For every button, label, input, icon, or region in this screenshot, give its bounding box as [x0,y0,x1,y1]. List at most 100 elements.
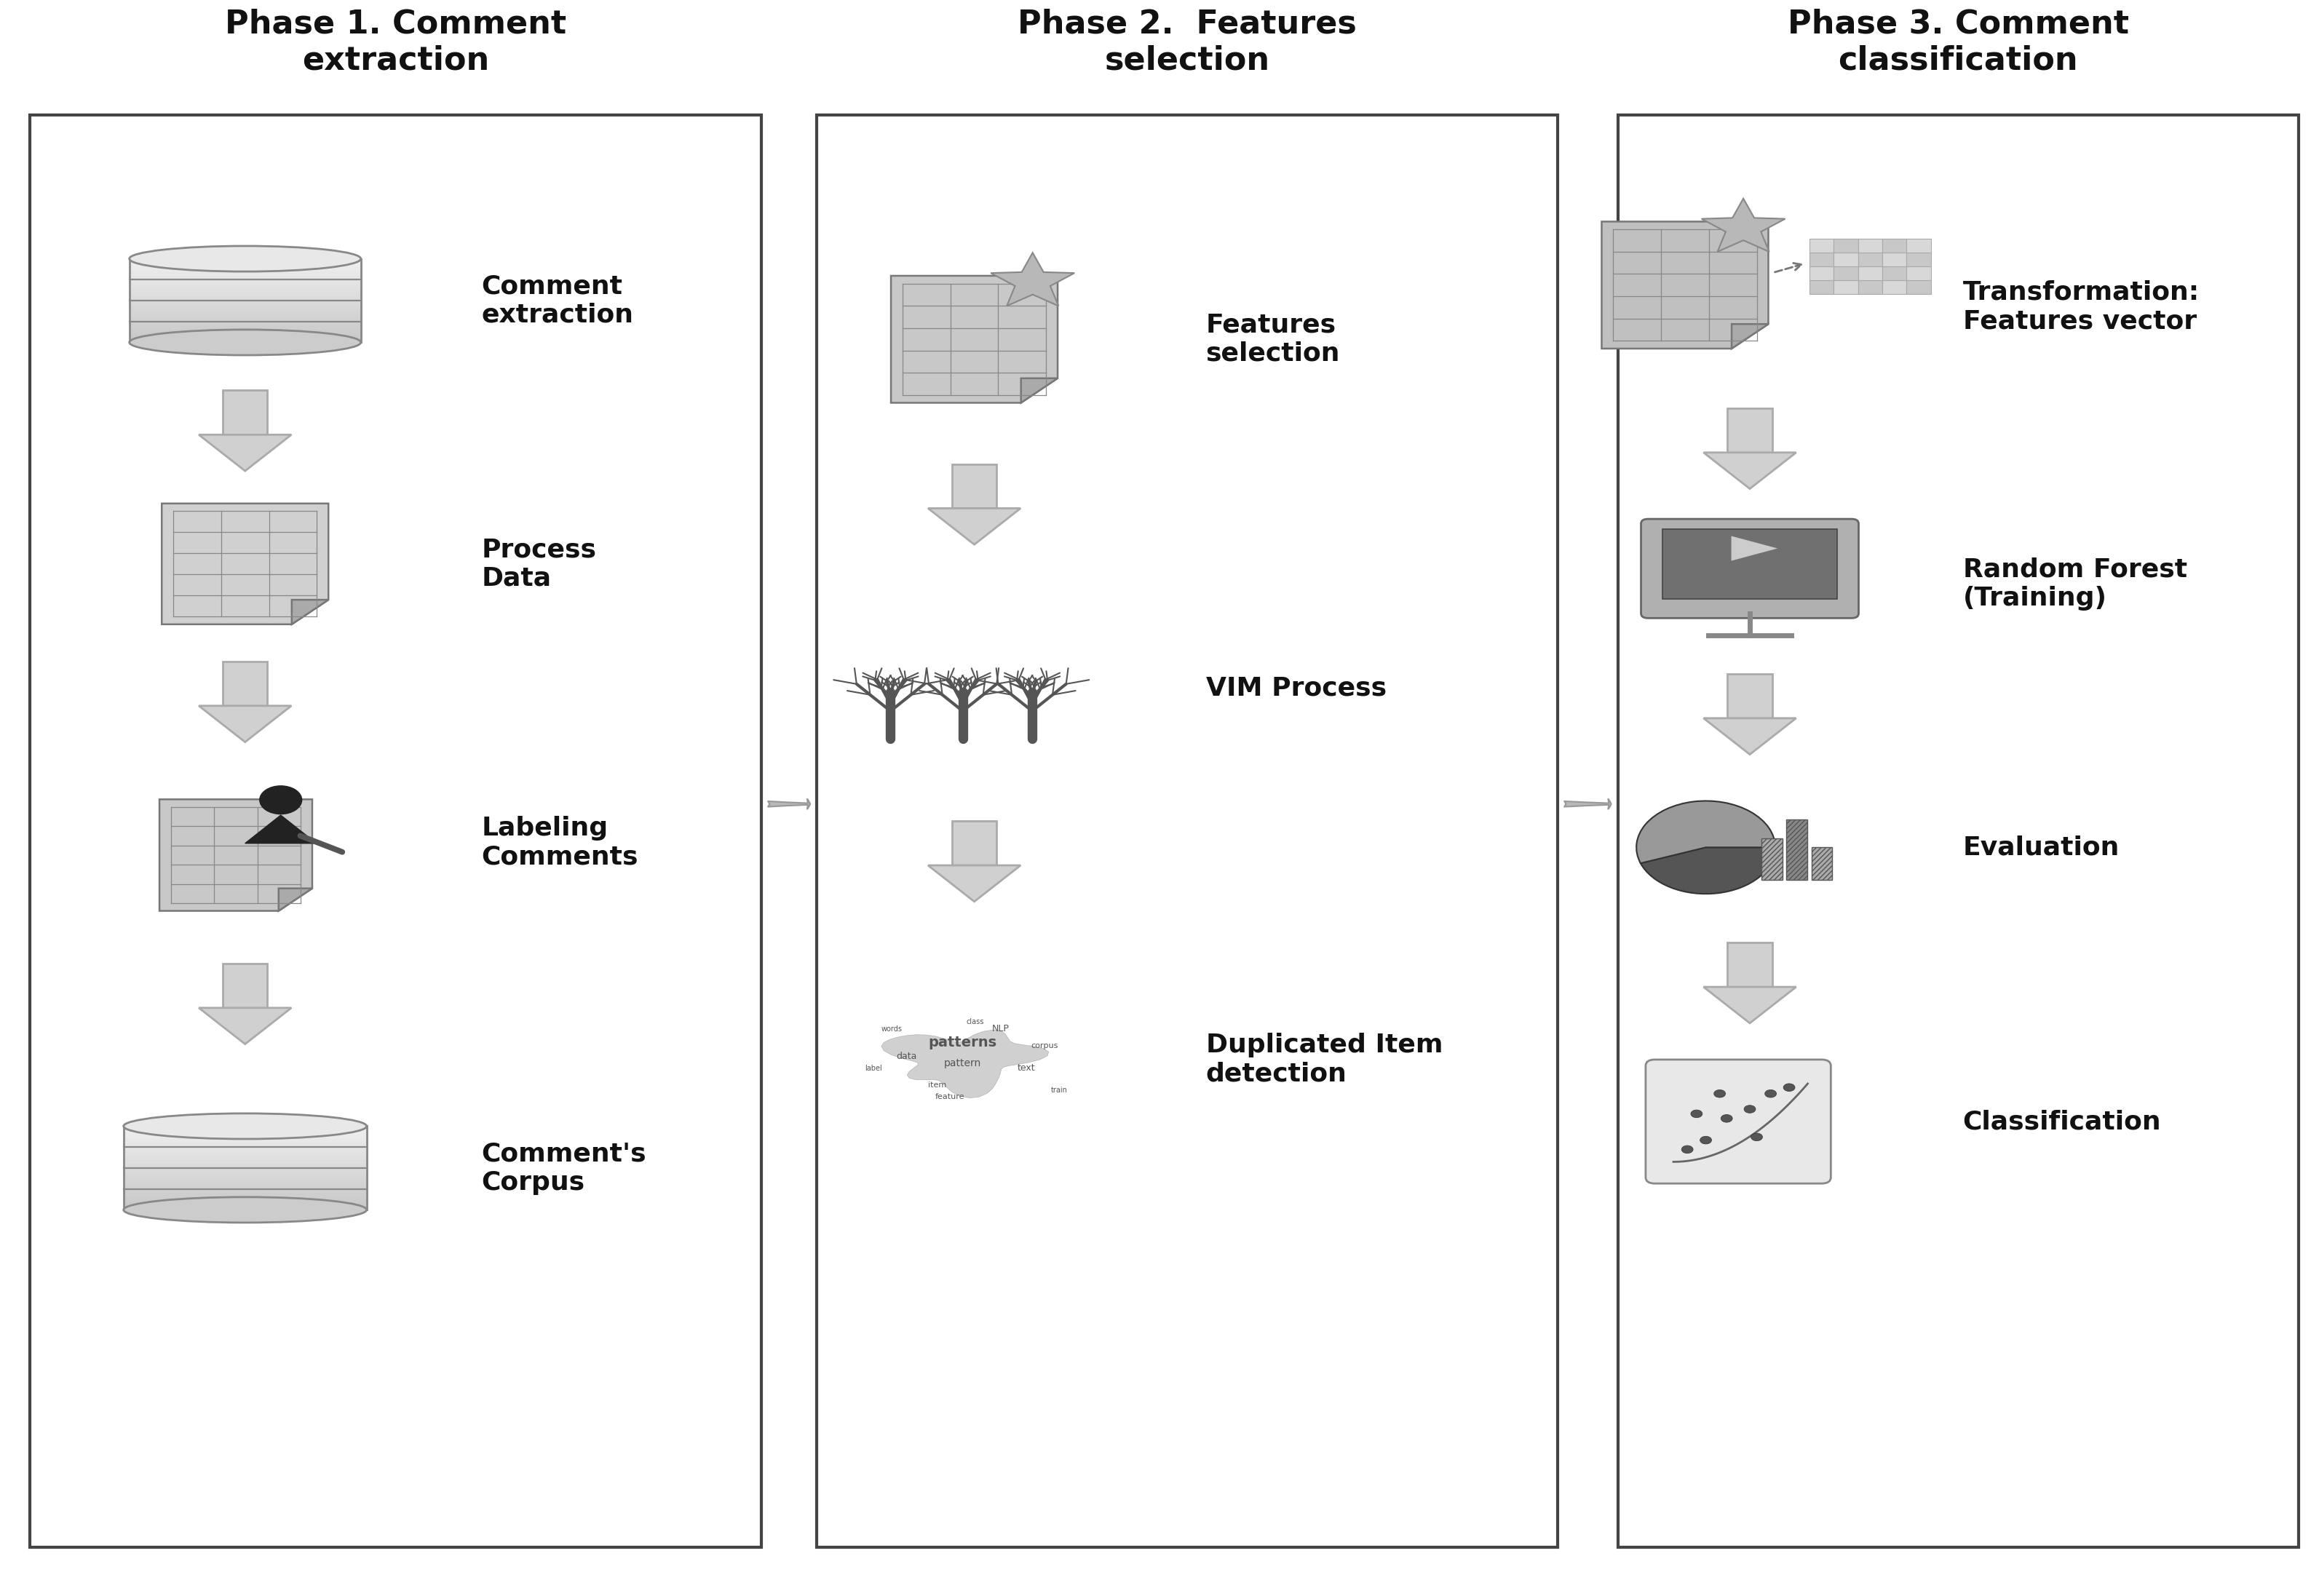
Bar [123,1135,366,1138]
Bar [130,259,362,263]
Text: pattern: pattern [944,1058,981,1068]
Circle shape [1681,1146,1693,1154]
Polygon shape [199,1007,292,1044]
Ellipse shape [130,246,362,271]
Bar [130,321,362,326]
Bar [123,1127,366,1130]
Bar [130,292,362,297]
Bar [123,1168,366,1171]
Polygon shape [1702,198,1786,252]
Circle shape [1751,1133,1762,1141]
Bar [1858,281,1883,294]
Bar [1728,674,1772,718]
Bar [1883,267,1906,281]
Bar [1906,239,1932,252]
Bar [1834,281,1858,294]
Bar [1906,281,1932,294]
Circle shape [1691,1109,1702,1117]
Polygon shape [246,816,315,843]
Bar [130,287,362,292]
Bar [1728,943,1772,986]
Polygon shape [1732,536,1779,560]
Text: Phase 3. Comment
classification: Phase 3. Comment classification [1788,8,2129,77]
Circle shape [1721,1114,1732,1122]
Bar [223,661,267,705]
Bar [123,1151,366,1156]
Bar [1883,281,1906,294]
Bar [123,1197,366,1202]
Polygon shape [1704,718,1797,755]
Bar [130,318,362,321]
Bar [130,263,362,267]
Polygon shape [278,889,313,911]
Bar [1834,252,1858,267]
Bar [130,267,362,271]
Bar [123,1189,366,1194]
Bar [123,1176,366,1181]
Text: VIM Process: VIM Process [1206,675,1387,701]
Circle shape [1700,1136,1711,1144]
Bar [130,271,362,276]
Bar [1809,267,1834,281]
Bar [130,284,362,287]
Text: patterns: patterns [928,1036,997,1050]
Ellipse shape [123,1114,366,1140]
Bar [130,300,362,305]
Bar [123,1148,366,1151]
Bar [123,1127,366,1210]
Text: Labeling
Comments: Labeling Comments [482,816,638,870]
Bar [1809,239,1834,252]
Text: Comment
extraction: Comment extraction [482,275,633,327]
Text: Comment's
Corpus: Comment's Corpus [482,1141,647,1195]
Bar [1786,819,1807,879]
Bar [123,1130,366,1135]
Bar [123,1143,366,1148]
Polygon shape [292,600,329,624]
Bar [953,464,997,508]
Bar [1762,838,1783,879]
Text: Evaluation: Evaluation [1962,835,2120,860]
Bar [123,1138,366,1143]
Bar [223,964,267,1007]
Bar [30,115,761,1548]
Bar [1728,409,1772,453]
Bar [123,1184,366,1189]
Bar [1663,528,1837,598]
Bar [953,820,997,865]
Bar [1883,239,1906,252]
Polygon shape [160,800,313,911]
Bar [130,330,362,334]
Bar [1809,252,1834,267]
Circle shape [260,785,301,814]
Polygon shape [199,705,292,742]
Bar [130,334,362,338]
Polygon shape [1704,986,1797,1023]
Bar [130,297,362,300]
Polygon shape [890,276,1057,402]
Circle shape [1714,1090,1725,1098]
FancyBboxPatch shape [1646,1060,1830,1184]
Bar [130,305,362,310]
Polygon shape [1020,378,1057,402]
Polygon shape [881,1029,1048,1098]
Bar [130,279,362,284]
Ellipse shape [123,1197,366,1223]
Polygon shape [199,434,292,471]
Bar [123,1156,366,1160]
Bar [130,276,362,279]
Bar [123,1205,366,1210]
Text: train: train [1051,1087,1067,1093]
Bar [1809,281,1834,294]
Circle shape [1744,1106,1755,1112]
Text: label: label [865,1065,881,1073]
Wedge shape [1640,847,1776,894]
Text: Duplicated Item
detection: Duplicated Item detection [1206,1033,1442,1087]
Bar [123,1181,366,1184]
Text: data: data [897,1052,916,1061]
Bar [130,326,362,330]
Bar [123,1163,366,1168]
Polygon shape [1704,453,1797,488]
Text: Phase 2.  Features
selection: Phase 2. Features selection [1018,8,1357,77]
Bar [1906,267,1932,281]
Polygon shape [1732,324,1769,348]
